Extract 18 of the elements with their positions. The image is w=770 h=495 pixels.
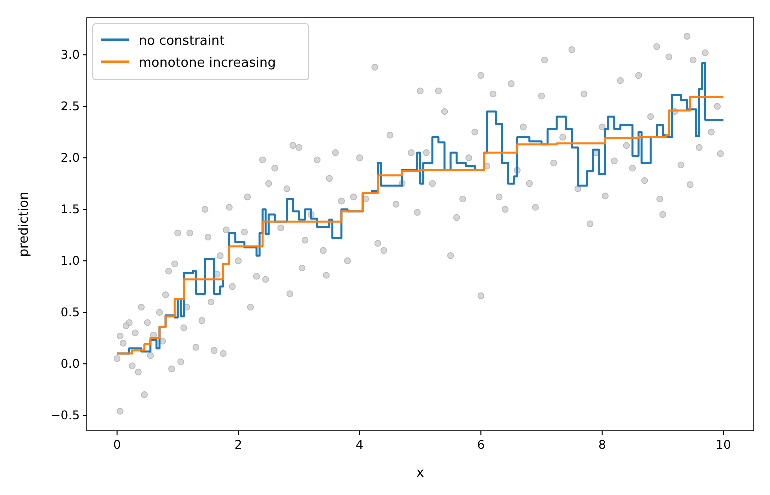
legend-label: monotone increasing — [139, 56, 276, 71]
y-tick-label: 1.5 — [60, 202, 80, 217]
x-tick-label: 8 — [598, 438, 606, 452]
y-tick-label: 2.5 — [60, 100, 80, 114]
x-tick-label: 2 — [234, 438, 242, 452]
legend-label: no constraint — [139, 34, 225, 49]
y-tick-label: 2.0 — [60, 151, 80, 166]
y-tick-label: 0.0 — [60, 357, 80, 372]
y-tick-label: 3.0 — [60, 48, 80, 62]
y-tick-label: 1.0 — [60, 254, 80, 268]
x-tick-label: 0 — [114, 438, 122, 452]
x-axis-title: x — [416, 466, 425, 481]
x-tick-label: 6 — [477, 438, 485, 452]
x-tick-label: 10 — [716, 438, 732, 452]
y-tick-label: 0.5 — [60, 306, 80, 320]
y-axis-title: prediction — [17, 192, 32, 258]
y-tick-label: −0.5 — [50, 408, 80, 423]
x-tick-label: 4 — [356, 438, 364, 452]
